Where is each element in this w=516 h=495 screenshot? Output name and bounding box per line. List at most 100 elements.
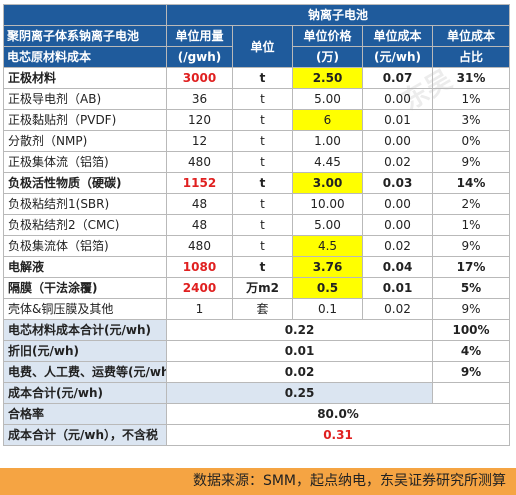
table-row: 正极黏贴剂（PVDF) 120 t 6 0.01 3% (3, 109, 511, 131)
row-name: 正极集体流（铝箔) (3, 151, 167, 173)
summary-blank (431, 382, 511, 404)
header-ratio-unit: 占比 (431, 46, 511, 68)
table-row: 正极集体流（铝箔) 480 t 4.45 0.02 9% (3, 151, 511, 173)
row-cost: 0.02 (362, 235, 433, 257)
row-price: 3.76 (292, 256, 363, 278)
row-price: 0.5 (292, 277, 363, 299)
row-name: 正极黏贴剂（PVDF) (3, 109, 167, 131)
row-ratio: 31% (431, 67, 511, 89)
table-row: 负极粘结剂1(SBR) 48 t 10.00 0.00 2% (3, 193, 511, 215)
row-unit: t (232, 235, 293, 257)
table-row: 负极粘结剂2（CMC) 48 t 5.00 0.00 1% (3, 214, 511, 236)
header-cost-unit: (元/wh) (362, 46, 433, 68)
row-usage: 36 (166, 88, 233, 110)
row-usage: 48 (166, 193, 233, 215)
row-unit: t (232, 130, 293, 152)
summary-value: 0.25 (166, 382, 433, 404)
row-ratio: 1% (431, 88, 511, 110)
row-usage: 48 (166, 214, 233, 236)
summary-label: 折旧(元/wh) (3, 340, 167, 362)
row-unit: t (232, 172, 293, 194)
row-ratio: 9% (431, 235, 511, 257)
summary-row-notax: 成本合计（元/wh），不含税 0.31 (3, 424, 511, 446)
row-ratio: 14% (431, 172, 511, 194)
row-unit: t (232, 67, 293, 89)
summary-row-other: 电费、人工费、运费等(元/wh) 0.02 9% (3, 361, 511, 383)
row-ratio: 0% (431, 130, 511, 152)
row-price: 0.1 (292, 298, 363, 320)
row-name: 分散剂（NMP) (3, 130, 167, 152)
row-cost: 0.01 (362, 277, 433, 299)
row-name: 隔膜（干法涂覆) (3, 277, 167, 299)
row-unit: t (232, 109, 293, 131)
row-usage: 1152 (166, 172, 233, 194)
summary-label: 电费、人工费、运费等(元/wh) (3, 361, 167, 383)
row-usage: 3000 (166, 67, 233, 89)
table-row: 正极导电剂（AB) 36 t 5.00 0.00 1% (3, 88, 511, 110)
row-cost: 0.04 (362, 256, 433, 278)
row-unit: 套 (232, 298, 293, 320)
summary-value: 0.22 (166, 319, 433, 341)
summary-label: 电芯材料成本合计(元/wh) (3, 319, 167, 341)
summary-value: 0.31 (165, 424, 511, 446)
row-ratio: 9% (431, 151, 511, 173)
table-row: 电解液 1080 t 3.76 0.04 17% (3, 256, 511, 278)
row-price: 5.00 (292, 214, 363, 236)
cost-table: 钠离子电池 聚阴离子体系钠离子电池 单位用量 单位 单位价格 单位成本 单位成本… (3, 4, 511, 446)
table-row: 负极集流体（铝箔) 480 t 4.5 0.02 9% (3, 235, 511, 257)
row-usage: 480 (166, 151, 233, 173)
row-price: 4.5 (292, 235, 363, 257)
header-group: 钠离子电池 (165, 4, 511, 26)
summary-ratio: 4% (431, 340, 511, 362)
row-price: 3.00 (292, 172, 363, 194)
header-title: 聚阴离子体系钠离子电池 (3, 25, 167, 47)
summary-label: 成本合计（元/wh），不含税 (3, 424, 167, 446)
row-price: 1.00 (292, 130, 363, 152)
row-name: 负极集流体（铝箔) (3, 235, 167, 257)
row-price: 5.00 (292, 88, 363, 110)
row-usage: 1 (166, 298, 233, 320)
row-usage: 1080 (166, 256, 233, 278)
row-cost: 0.00 (362, 193, 433, 215)
row-unit: t (232, 256, 293, 278)
row-name: 正极导电剂（AB) (3, 88, 167, 110)
header-price: 单位价格 (292, 25, 363, 47)
row-ratio: 3% (431, 109, 511, 131)
summary-ratio: 100% (431, 319, 511, 341)
row-unit: t (232, 193, 293, 215)
row-unit: 万m2 (232, 277, 293, 299)
header-subtitle: 电芯原材料成本 (3, 46, 167, 68)
row-usage: 2400 (166, 277, 233, 299)
row-cost: 0.02 (362, 151, 433, 173)
header-blank (3, 4, 167, 26)
header-usage: 单位用量 (166, 25, 233, 47)
row-usage: 120 (166, 109, 233, 131)
row-usage: 480 (166, 235, 233, 257)
table-row: 正极材料 3000 t 2.50 0.07 31% (3, 67, 511, 89)
header-ratio: 单位成本 (431, 25, 511, 47)
row-price: 6 (292, 109, 363, 131)
row-ratio: 9% (431, 298, 511, 320)
row-name: 壳体&铜压膜及其他 (3, 298, 167, 320)
row-name: 电解液 (3, 256, 167, 278)
table-row: 分散剂（NMP) 12 t 1.00 0.00 0% (3, 130, 511, 152)
row-cost: 0.00 (362, 88, 433, 110)
header-unit: 单位 (232, 25, 293, 68)
summary-value: 0.02 (166, 361, 433, 383)
source-footer: 数据来源：SMM，起点纳电，东吴证券研究所测算 (0, 468, 516, 495)
row-ratio: 17% (431, 256, 511, 278)
row-ratio: 5% (431, 277, 511, 299)
row-price: 4.45 (292, 151, 363, 173)
summary-ratio: 9% (431, 361, 511, 383)
row-name: 负极粘结剂1(SBR) (3, 193, 167, 215)
row-cost: 0.01 (362, 109, 433, 131)
row-price: 10.00 (292, 193, 363, 215)
summary-label: 成本合计(元/wh) (3, 382, 167, 404)
summary-row-depreciation: 折旧(元/wh) 0.01 4% (3, 340, 511, 362)
header-price-unit: (万) (292, 46, 363, 68)
row-cost: 0.00 (362, 214, 433, 236)
table-row: 隔膜（干法涂覆) 2400 万m2 0.5 0.01 5% (3, 277, 511, 299)
summary-value: 0.01 (166, 340, 433, 362)
row-cost: 0.02 (362, 298, 433, 320)
row-usage: 12 (166, 130, 233, 152)
